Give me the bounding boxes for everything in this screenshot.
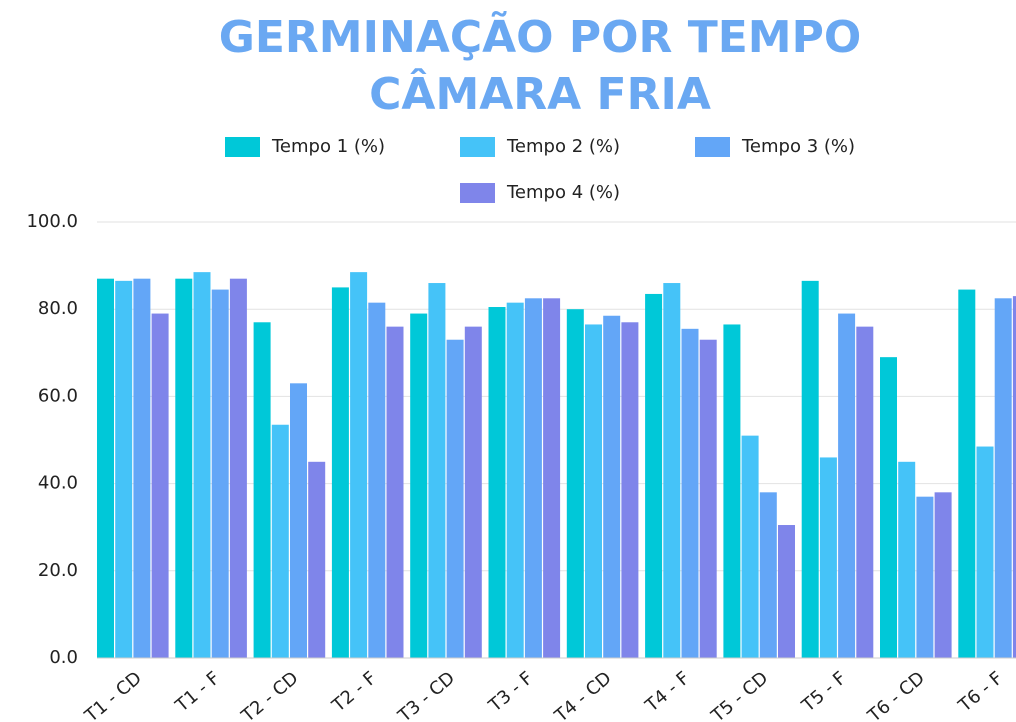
x-tick-label: T5 - F — [797, 668, 850, 717]
bar — [645, 293, 663, 658]
x-tick-label: T2 - F — [328, 668, 381, 717]
legend-swatch — [225, 137, 260, 157]
legend-swatch — [460, 183, 495, 203]
x-tick-label: T1 - CD — [80, 668, 145, 722]
bar — [115, 280, 133, 658]
bar — [880, 357, 897, 658]
bar — [271, 424, 289, 658]
bar — [1012, 296, 1016, 658]
bar — [524, 298, 542, 658]
bar — [585, 324, 602, 658]
bar — [801, 280, 819, 658]
x-tick-label: T2 - CD — [237, 668, 302, 722]
bar — [253, 322, 271, 658]
x-tick-label: T3 - F — [484, 668, 537, 717]
bar — [193, 272, 211, 658]
bar — [681, 328, 699, 658]
x-tick-label: T6 - F — [954, 668, 1007, 717]
bar — [211, 289, 229, 658]
bar — [151, 313, 169, 658]
bar — [603, 315, 621, 658]
x-tick-label: T1 - F — [171, 668, 224, 717]
y-tick-label: 20.0 — [38, 560, 78, 581]
bar — [543, 298, 561, 658]
bar — [290, 383, 307, 658]
bar — [331, 287, 349, 658]
bar — [350, 272, 368, 658]
bar — [958, 289, 976, 658]
chart-title: GERMINAÇÃO POR TEMPO — [219, 10, 862, 63]
bar — [428, 283, 446, 658]
bar — [723, 324, 741, 658]
bar — [819, 457, 837, 658]
bar — [566, 309, 584, 658]
bar — [778, 525, 795, 658]
legend-label: Tempo 1 (%) — [271, 136, 385, 157]
y-tick-label: 100.0 — [26, 211, 78, 232]
bar — [663, 283, 681, 658]
legend-label: Tempo 3 (%) — [741, 136, 855, 157]
bar — [133, 278, 151, 658]
bar — [368, 302, 386, 658]
legend-swatch — [460, 137, 495, 157]
bar — [838, 313, 856, 658]
legend-swatch — [695, 137, 730, 157]
x-tick-label: T6 - CD — [863, 668, 928, 722]
bar — [699, 339, 717, 658]
bar — [916, 496, 934, 658]
bar — [898, 461, 916, 658]
bar — [229, 278, 247, 658]
y-tick-label: 0.0 — [49, 647, 78, 668]
bar — [446, 339, 464, 658]
bar — [741, 435, 759, 658]
bar — [621, 322, 639, 658]
x-tick-label: T4 - F — [641, 668, 694, 717]
bar — [97, 278, 114, 658]
bar — [759, 492, 777, 658]
bar — [506, 302, 524, 658]
bar — [308, 461, 326, 658]
bar — [410, 313, 428, 658]
bar — [994, 298, 1012, 658]
legend-label: Tempo 4 (%) — [506, 182, 620, 203]
bar — [386, 326, 404, 658]
legend-label: Tempo 2 (%) — [506, 136, 620, 157]
chart-title: CÂMARA FRIA — [369, 67, 711, 120]
bar — [934, 492, 952, 658]
x-tick-label: T5 - CD — [707, 668, 772, 722]
x-tick-label: T4 - CD — [550, 668, 615, 722]
bar — [464, 326, 482, 658]
bar — [488, 307, 506, 658]
y-tick-label: 40.0 — [38, 473, 78, 494]
y-tick-label: 80.0 — [38, 298, 78, 319]
bar — [976, 446, 994, 658]
x-tick-label: T3 - CD — [394, 668, 459, 722]
bar — [175, 278, 193, 658]
bar — [856, 326, 874, 658]
y-tick-label: 60.0 — [38, 385, 78, 406]
